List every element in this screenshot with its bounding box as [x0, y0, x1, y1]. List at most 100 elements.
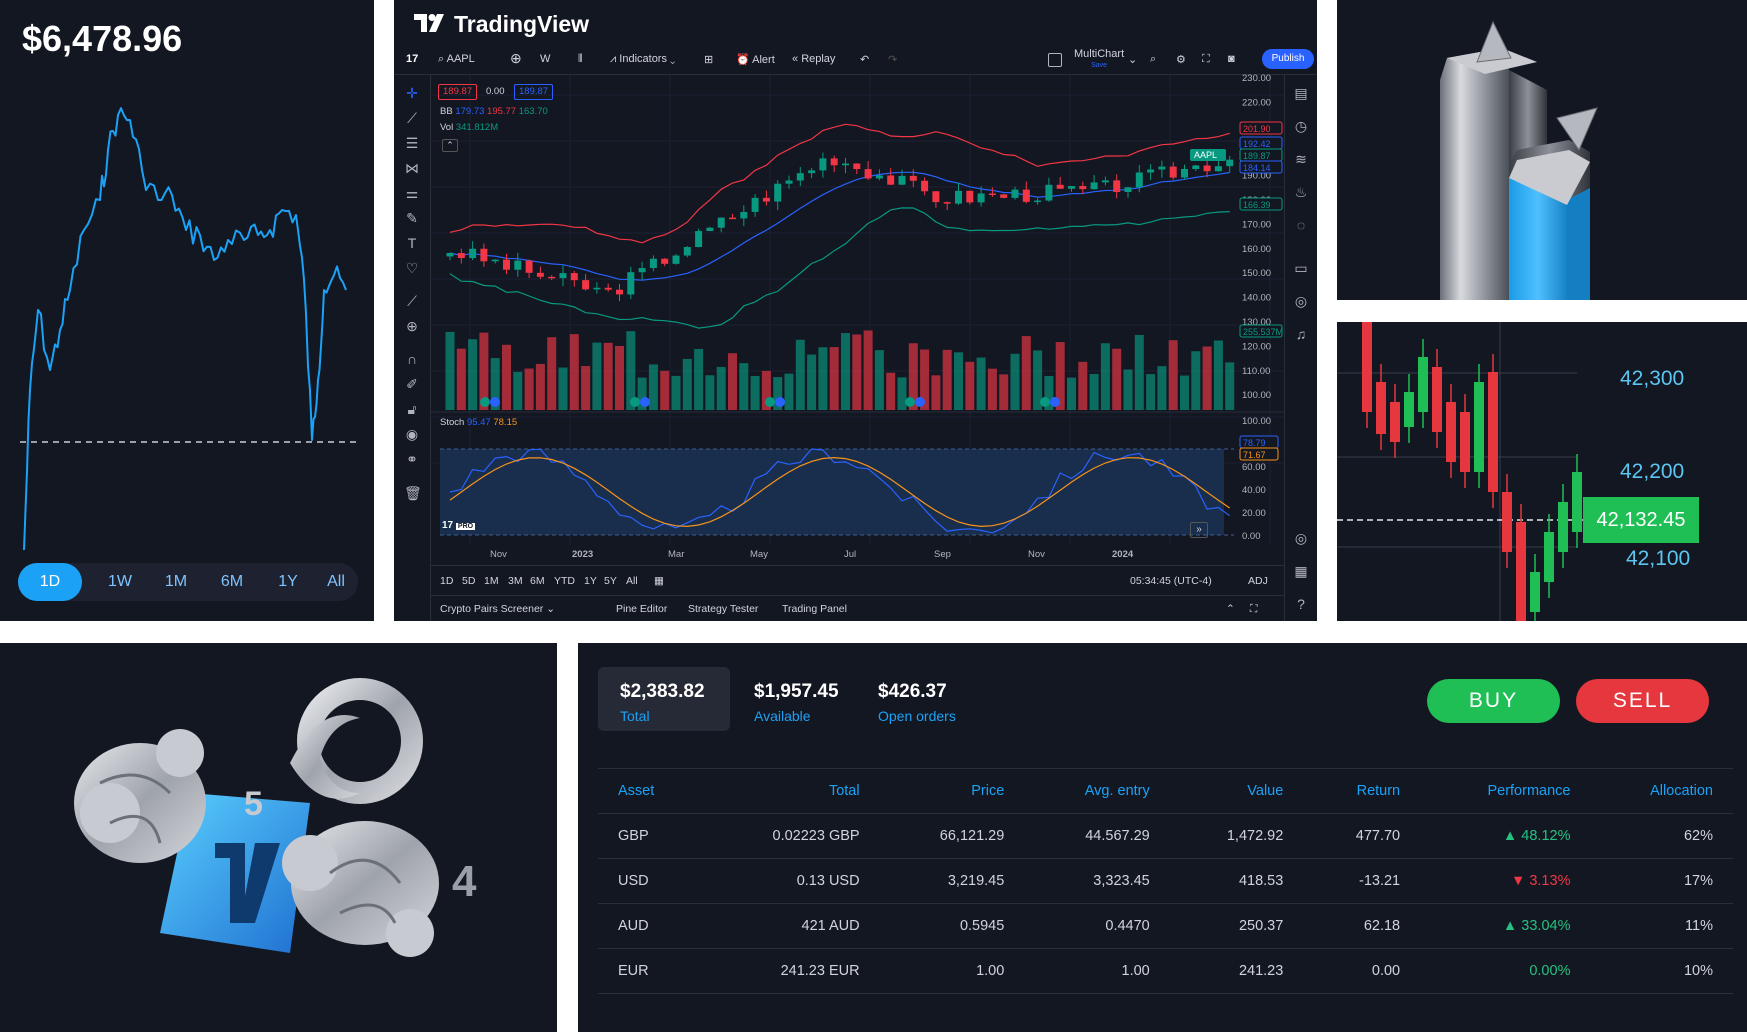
- table-row[interactable]: GBP 0.02223 GBP 66,121.29 44.567.29 1,47…: [598, 813, 1733, 859]
- notifications-bell-icon[interactable]: ♫: [1295, 326, 1307, 342]
- chevron-up-icon[interactable]: ⌃: [1226, 603, 1235, 615]
- range-6m-button[interactable]: 6M: [220, 573, 244, 590]
- candle-body: [943, 202, 951, 204]
- range-all[interactable]: All: [626, 575, 638, 587]
- clock-time[interactable]: 05:34:45 (UTC-4): [1130, 575, 1212, 587]
- col-price[interactable]: Price: [879, 768, 1025, 814]
- candle-body: [695, 231, 703, 248]
- scroll-to-latest-icon[interactable]: »: [1190, 522, 1208, 538]
- stat-open-orders[interactable]: $426.37 Open orders: [856, 667, 986, 731]
- eye-icon[interactable]: ◉: [405, 426, 419, 442]
- table-row[interactable]: AUD 421 AUD 0.5945 0.4470 250.37 62.18 ▲…: [598, 903, 1733, 949]
- multichart-button[interactable]: MultiChart Save: [1074, 49, 1124, 71]
- range-5d[interactable]: 5D: [462, 575, 476, 587]
- stay-drawing-icon[interactable]: ✐: [406, 376, 418, 392]
- zoom-in-icon[interactable]: ⊕: [406, 318, 418, 334]
- calendar-icon[interactable]: ▦: [1294, 563, 1308, 579]
- date-range-calendar-icon[interactable]: ▦: [654, 575, 664, 587]
- fib-retracement-icon[interactable]: ☰: [405, 135, 419, 151]
- layouts-grid-icon[interactable]: ⊞: [704, 54, 714, 66]
- quick-search-icon[interactable]: ⌕: [1150, 53, 1157, 65]
- buy-button[interactable]: BUY: [1427, 679, 1560, 723]
- tab-crypto-pairs-screener[interactable]: Crypto Pairs Screener ⌄: [440, 603, 555, 615]
- trash-icon[interactable]: 🗑︎: [404, 485, 422, 501]
- multichart-checkbox[interactable]: [1048, 53, 1062, 67]
- trend-line-icon[interactable]: ⟋: [407, 110, 417, 126]
- alert-button[interactable]: ⏰ Alert: [736, 53, 775, 66]
- fullscreen-icon[interactable]: ⛶: [1202, 53, 1210, 65]
- table-row[interactable]: EUR 241.23 EUR 1.00 1.00 241.23 0.00 0.0…: [598, 948, 1733, 994]
- range-ytd[interactable]: YTD: [554, 575, 575, 587]
- col-allocation[interactable]: Allocation: [1590, 768, 1733, 814]
- range-1y[interactable]: 1Y: [584, 575, 597, 587]
- price-tag: 255.537M: [1243, 327, 1283, 337]
- camera-icon[interactable]: ◙: [1228, 53, 1235, 65]
- col-avg-entry[interactable]: Avg. entry: [1024, 768, 1170, 814]
- range-all-button[interactable]: All: [327, 573, 345, 590]
- streams-icon[interactable]: ◎: [1294, 293, 1308, 309]
- clock-icon[interactable]: ◷: [1294, 118, 1308, 134]
- brush-icon[interactable]: ✎: [406, 210, 418, 226]
- time-axis-label: 2023: [572, 549, 593, 560]
- tab-strategy-tester[interactable]: Strategy Tester: [688, 603, 759, 615]
- layers-icon[interactable]: ≋: [1295, 151, 1307, 167]
- settings-gear-icon[interactable]: ⚙: [1176, 54, 1186, 66]
- range-5y[interactable]: 5Y: [604, 575, 617, 587]
- link-icon[interactable]: ⚭: [406, 451, 418, 467]
- tab-pine-editor[interactable]: Pine Editor: [616, 603, 668, 615]
- chart-type-icon[interactable]: ⫴: [578, 53, 583, 65]
- col-return[interactable]: Return: [1303, 768, 1421, 814]
- range-1d-button[interactable]: 1D: [18, 563, 82, 601]
- help-icon[interactable]: ?: [1297, 596, 1305, 612]
- interval-button[interactable]: W: [540, 53, 551, 65]
- time-axis-label: Sep: [934, 549, 951, 560]
- chevron-down-icon[interactable]: ⌄: [1128, 54, 1138, 66]
- range-3m[interactable]: 3M: [508, 575, 523, 587]
- replay-button[interactable]: « Replay: [792, 53, 835, 65]
- symbol-search[interactable]: ⌕ AAPL: [438, 53, 475, 66]
- target-icon[interactable]: ◎: [1294, 530, 1308, 546]
- range-1m[interactable]: 1M: [484, 575, 499, 587]
- compare-add-icon[interactable]: ⊕: [510, 50, 522, 66]
- crosshair-icon[interactable]: ✛: [406, 85, 418, 101]
- stat-available[interactable]: $1,957.45 Available: [732, 667, 852, 731]
- indicators-button[interactable]: ⩘ Indicators ⌄: [610, 53, 675, 66]
- volume-bar: [1089, 374, 1099, 410]
- hotlist-flame-icon[interactable]: ♨: [1294, 184, 1308, 200]
- undo-icon[interactable]: ↶: [860, 54, 870, 66]
- forecast-icon[interactable]: ⚌: [405, 185, 419, 201]
- stat-total[interactable]: $2,383.82 Total: [598, 667, 730, 731]
- col-value[interactable]: Value: [1169, 768, 1304, 814]
- col-performance[interactable]: Performance: [1420, 768, 1591, 814]
- table-row[interactable]: USD 0.13 USD 3,219.45 3,323.45 418.53 -1…: [598, 858, 1733, 904]
- sell-button[interactable]: SELL: [1576, 679, 1709, 723]
- text-icon[interactable]: T: [407, 235, 417, 251]
- lock-icon[interactable]: 🔓︎: [407, 401, 417, 417]
- volume-bar: [728, 353, 737, 410]
- ruler-icon[interactable]: ⟋: [407, 293, 417, 309]
- col-total[interactable]: Total: [703, 768, 880, 814]
- maximize-panel-icon[interactable]: ⛶: [1250, 603, 1258, 615]
- publish-button[interactable]: Publish: [1262, 49, 1314, 69]
- volume-bar: [852, 334, 862, 410]
- watchlist-icon[interactable]: ▤: [1294, 85, 1308, 101]
- range-1d[interactable]: 1D: [440, 575, 454, 587]
- candle-body: [1022, 189, 1030, 202]
- magnet-icon[interactable]: ∩: [406, 351, 418, 367]
- range-6m[interactable]: 6M: [530, 575, 545, 587]
- tab-trading-panel[interactable]: Trading Panel: [782, 603, 847, 615]
- redo-icon[interactable]: ↷: [888, 54, 898, 66]
- volume-bar: [750, 376, 760, 410]
- range-1w-button[interactable]: 1W: [108, 573, 132, 590]
- collapse-legend-icon[interactable]: ⌃: [442, 139, 458, 152]
- col-asset[interactable]: Asset: [598, 768, 704, 814]
- pattern-icon[interactable]: ⋈: [405, 160, 419, 176]
- range-1y-button[interactable]: 1Y: [278, 573, 298, 590]
- ideas-bulb-icon[interactable]: ◌: [1296, 217, 1306, 233]
- range-1m-button[interactable]: 1M: [164, 573, 188, 590]
- volume-bar: [931, 375, 941, 410]
- adj-toggle[interactable]: ADJ: [1248, 575, 1268, 587]
- heart-icon[interactable]: ♡: [405, 260, 419, 276]
- time-axis-label: Nov: [1028, 549, 1045, 560]
- chat-icon[interactable]: ▭: [1294, 260, 1308, 276]
